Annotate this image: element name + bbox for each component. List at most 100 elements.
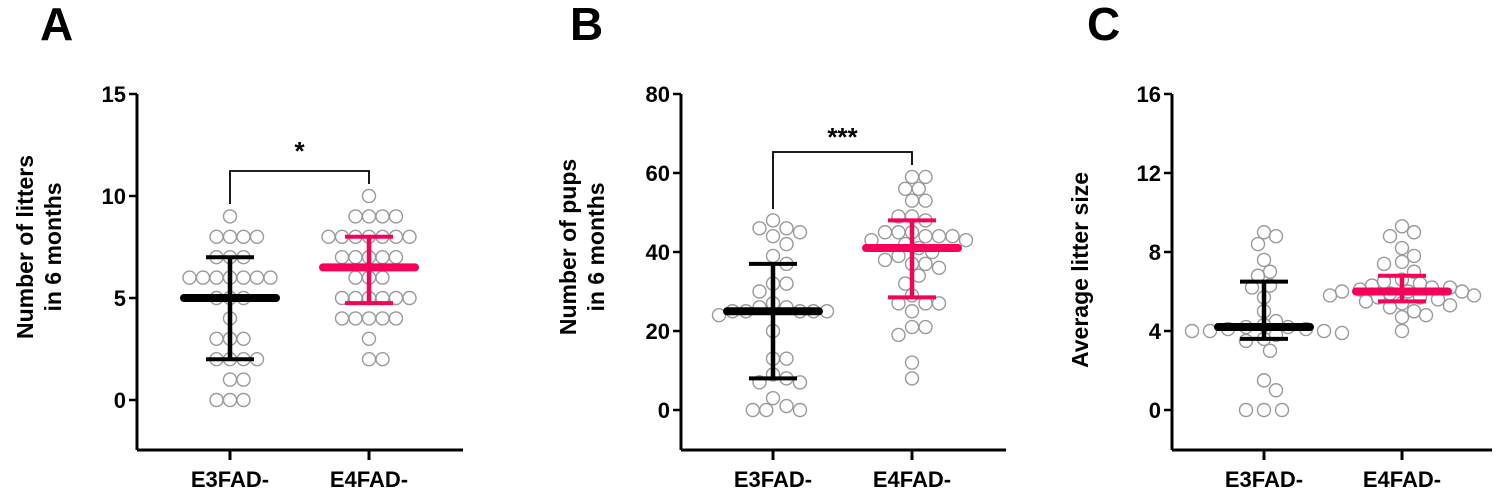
y-tick-label: 0 — [114, 388, 126, 413]
data-points-b — [711, 169, 974, 418]
data-point — [182, 270, 197, 285]
data-point — [904, 355, 920, 370]
y-tick-label: 8 — [1149, 240, 1161, 265]
data-point — [1268, 383, 1284, 398]
data-point — [375, 250, 390, 265]
data-point — [918, 169, 933, 185]
data-point — [1394, 309, 1410, 325]
panel-b: B Number of pups in 6 months 0 20 40 60 80 E3… — [555, 0, 1006, 490]
data-point — [877, 252, 893, 268]
data-point — [904, 304, 920, 319]
data-point — [402, 229, 417, 245]
data-point — [222, 372, 238, 387]
category-label: E3FAD- — [191, 467, 269, 490]
data-point — [1274, 402, 1290, 418]
y-tick-label: 15 — [102, 82, 126, 107]
data-points-c — [1184, 219, 1482, 418]
data-point — [249, 270, 265, 285]
data-point — [361, 188, 377, 204]
data-point — [321, 229, 336, 245]
data-point — [388, 250, 404, 265]
significance-marker: * — [294, 136, 305, 166]
data-point — [759, 402, 774, 418]
data-point — [361, 209, 377, 224]
data-point — [1256, 402, 1272, 418]
data-point — [891, 209, 906, 224]
data-point — [334, 290, 350, 306]
data-point — [402, 290, 417, 306]
data-point — [361, 352, 377, 367]
significance-bracket — [772, 151, 913, 209]
data-point — [361, 311, 377, 326]
significance-bracket — [229, 170, 370, 204]
data-point — [1442, 298, 1458, 313]
data-point — [209, 392, 224, 408]
data-point — [765, 390, 781, 406]
data-point — [1316, 323, 1332, 339]
data-point — [1238, 402, 1254, 418]
data-point — [236, 331, 251, 346]
data-point — [792, 225, 808, 240]
data-point — [752, 375, 767, 390]
data-point — [1334, 284, 1350, 299]
data-point — [752, 284, 767, 299]
data-point — [779, 398, 794, 414]
data-point — [918, 228, 933, 244]
data-point — [348, 250, 363, 265]
data-point — [779, 236, 794, 252]
data-point — [931, 260, 947, 275]
data-point — [195, 270, 211, 285]
data-point — [792, 402, 808, 418]
data-point — [334, 250, 350, 265]
y-tick-label: 16 — [1137, 82, 1161, 107]
data-point — [375, 270, 390, 285]
data-point — [931, 228, 947, 244]
data-point — [904, 193, 920, 208]
data-point — [209, 331, 224, 346]
data-point — [877, 225, 893, 240]
data-point — [209, 229, 224, 245]
y-tick-label: 0 — [658, 398, 670, 423]
data-point — [1358, 294, 1374, 309]
axes-c: 0 4 8 12 16 E3FAD- E4FAD- — [1137, 82, 1492, 490]
data-point — [1394, 254, 1410, 270]
data-point — [1256, 373, 1272, 388]
y-tick-label: 80 — [646, 82, 670, 107]
y-axis-title-a-line2: in 6 months — [40, 182, 66, 311]
data-point — [348, 209, 363, 224]
data-point — [904, 371, 920, 386]
data-point — [1382, 228, 1398, 244]
data-point — [958, 232, 974, 248]
data-point — [1394, 240, 1410, 256]
y-tick-label: 20 — [646, 319, 670, 344]
data-point — [236, 392, 251, 408]
y-tick-label: 5 — [114, 286, 126, 311]
data-point — [1262, 264, 1278, 279]
data-point — [1394, 323, 1410, 339]
data-point — [263, 270, 278, 285]
y-tick-label: 0 — [1149, 398, 1161, 423]
data-point — [1406, 225, 1422, 240]
data-point — [1184, 323, 1200, 339]
data-point — [1256, 252, 1272, 268]
data-point — [236, 229, 251, 245]
data-point — [918, 319, 933, 335]
data-point — [904, 319, 920, 335]
data-point — [1262, 343, 1278, 358]
y-tick-label: 10 — [102, 184, 126, 209]
data-point — [918, 193, 933, 208]
y-axis-title-b-line1: Number of pups — [555, 159, 581, 335]
y-axis-title-c: Average litter size — [1067, 172, 1093, 368]
data-point — [1268, 228, 1284, 244]
axes-a: 0 5 10 15 E3FAD- E4FAD- * — [102, 82, 463, 490]
data-point — [779, 276, 794, 291]
data-point — [348, 270, 363, 285]
data-point — [1202, 323, 1218, 339]
y-tick-label: 40 — [646, 240, 670, 265]
data-point — [1322, 288, 1338, 303]
data-point — [931, 296, 947, 311]
data-point — [1406, 304, 1422, 319]
data-point — [222, 392, 238, 408]
y-axis-title-b-line2: in 6 months — [583, 182, 609, 311]
